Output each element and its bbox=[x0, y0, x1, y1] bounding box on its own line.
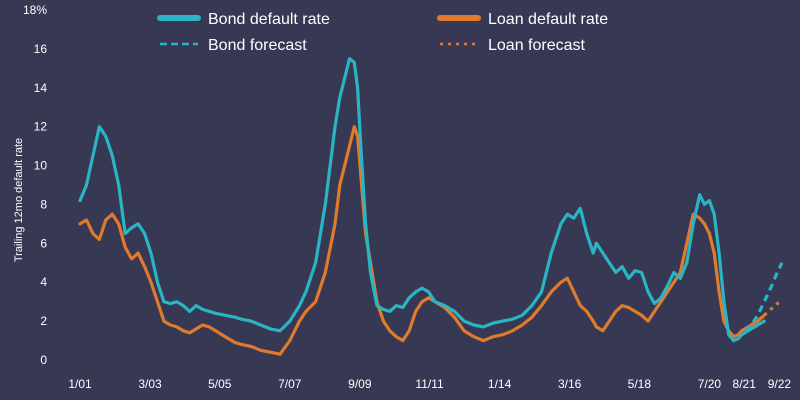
x-tick-label: 1/01 bbox=[68, 377, 92, 391]
y-tick-label: 10 bbox=[34, 159, 48, 173]
y-tick-label: 0 bbox=[40, 353, 47, 367]
y-tick-label: 16 bbox=[34, 42, 48, 56]
x-tick-label: 7/07 bbox=[278, 377, 302, 391]
y-tick-label: 4 bbox=[40, 275, 47, 289]
x-tick-label: 5/18 bbox=[628, 377, 652, 391]
y-tick-label: 6 bbox=[40, 236, 47, 250]
x-tick-label: 9/09 bbox=[348, 377, 372, 391]
x-tick-label: 5/05 bbox=[208, 377, 232, 391]
y-axis-title: Trailing 12mo default rate bbox=[13, 138, 25, 262]
legend-label: Bond forecast bbox=[208, 37, 307, 54]
x-tick-label: 3/16 bbox=[558, 377, 582, 391]
series-layer bbox=[78, 57, 784, 356]
legend-label: Loan forecast bbox=[488, 37, 586, 54]
legend-label: Loan default rate bbox=[488, 11, 608, 28]
bond-default-rate-line bbox=[78, 57, 766, 343]
loan-forecast-line bbox=[744, 300, 783, 331]
y-tick-label: 18% bbox=[23, 3, 47, 17]
x-tick-label: 9/22 bbox=[768, 377, 792, 391]
legend-label: Bond default rate bbox=[208, 11, 330, 28]
x-tick-label: 7/20 bbox=[698, 377, 722, 391]
y-tick-label: 14 bbox=[34, 81, 48, 95]
x-tick-label: 8/21 bbox=[733, 377, 757, 391]
x-tick-label: 3/03 bbox=[138, 377, 162, 391]
y-tick-label: 12 bbox=[34, 120, 48, 134]
x-axis: 1/01 3/03 5/05 7/07 9/09 11/11 1/14 3/16 5/18 7/2… bbox=[68, 377, 791, 391]
y-tick-label: 2 bbox=[40, 314, 47, 328]
x-tick-label: 1/14 bbox=[488, 377, 512, 391]
x-tick-label: 11/11 bbox=[415, 377, 444, 391]
legend: Bond default rate Loan default rate Bond f… bbox=[157, 11, 608, 54]
loan-default-rate-line bbox=[78, 125, 766, 356]
y-axis: 0 2 4 6 8 10 12 14 16 18% bbox=[23, 3, 47, 367]
y-tick-label: 8 bbox=[40, 197, 47, 211]
